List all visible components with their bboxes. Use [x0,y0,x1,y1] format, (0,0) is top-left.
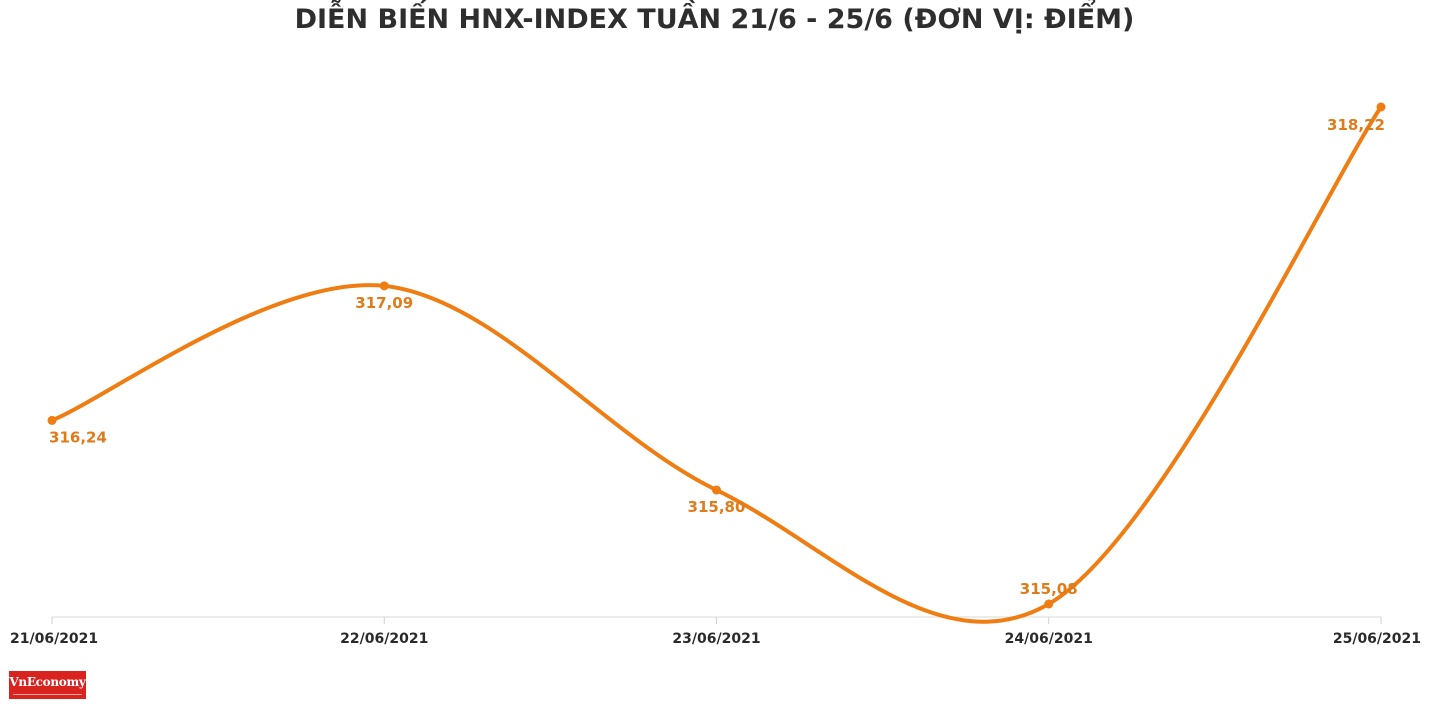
data-point [1044,599,1054,609]
x-tick-label: 25/06/2021 [1333,631,1421,647]
data-points [47,102,1386,609]
data-label: 315,80 [688,498,746,516]
x-ticks: 21/06/2021 22/06/2021 23/06/2021 24/06/2021… [10,617,1421,647]
data-point [379,281,389,291]
data-label: 317,09 [355,294,413,312]
data-label: 316,24 [49,428,107,446]
logo-underline [13,694,82,695]
x-tick-label: 23/06/2021 [672,631,760,647]
data-point [712,485,721,495]
data-labels: 316,24 317,09 315,80 315,08 318,22 [49,116,1385,598]
data-label: 318,22 [1327,116,1385,134]
data-label: 315,08 [1020,580,1078,598]
data-point [1376,102,1386,112]
x-tick-label: 21/06/2021 [10,631,98,647]
chart-title: DIỄN BIẾN HNX-INDEX TUẦN 21/6 - 25/6 (ĐƠ… [294,4,1135,35]
x-tick-label: 22/06/2021 [340,631,428,647]
x-tick-label: 24/06/2021 [1005,631,1093,647]
data-point [47,415,57,425]
series-line [50,105,1383,624]
logo-text: VnEconomy [9,675,86,689]
vneconomy-logo: VnEconomy [9,671,86,699]
